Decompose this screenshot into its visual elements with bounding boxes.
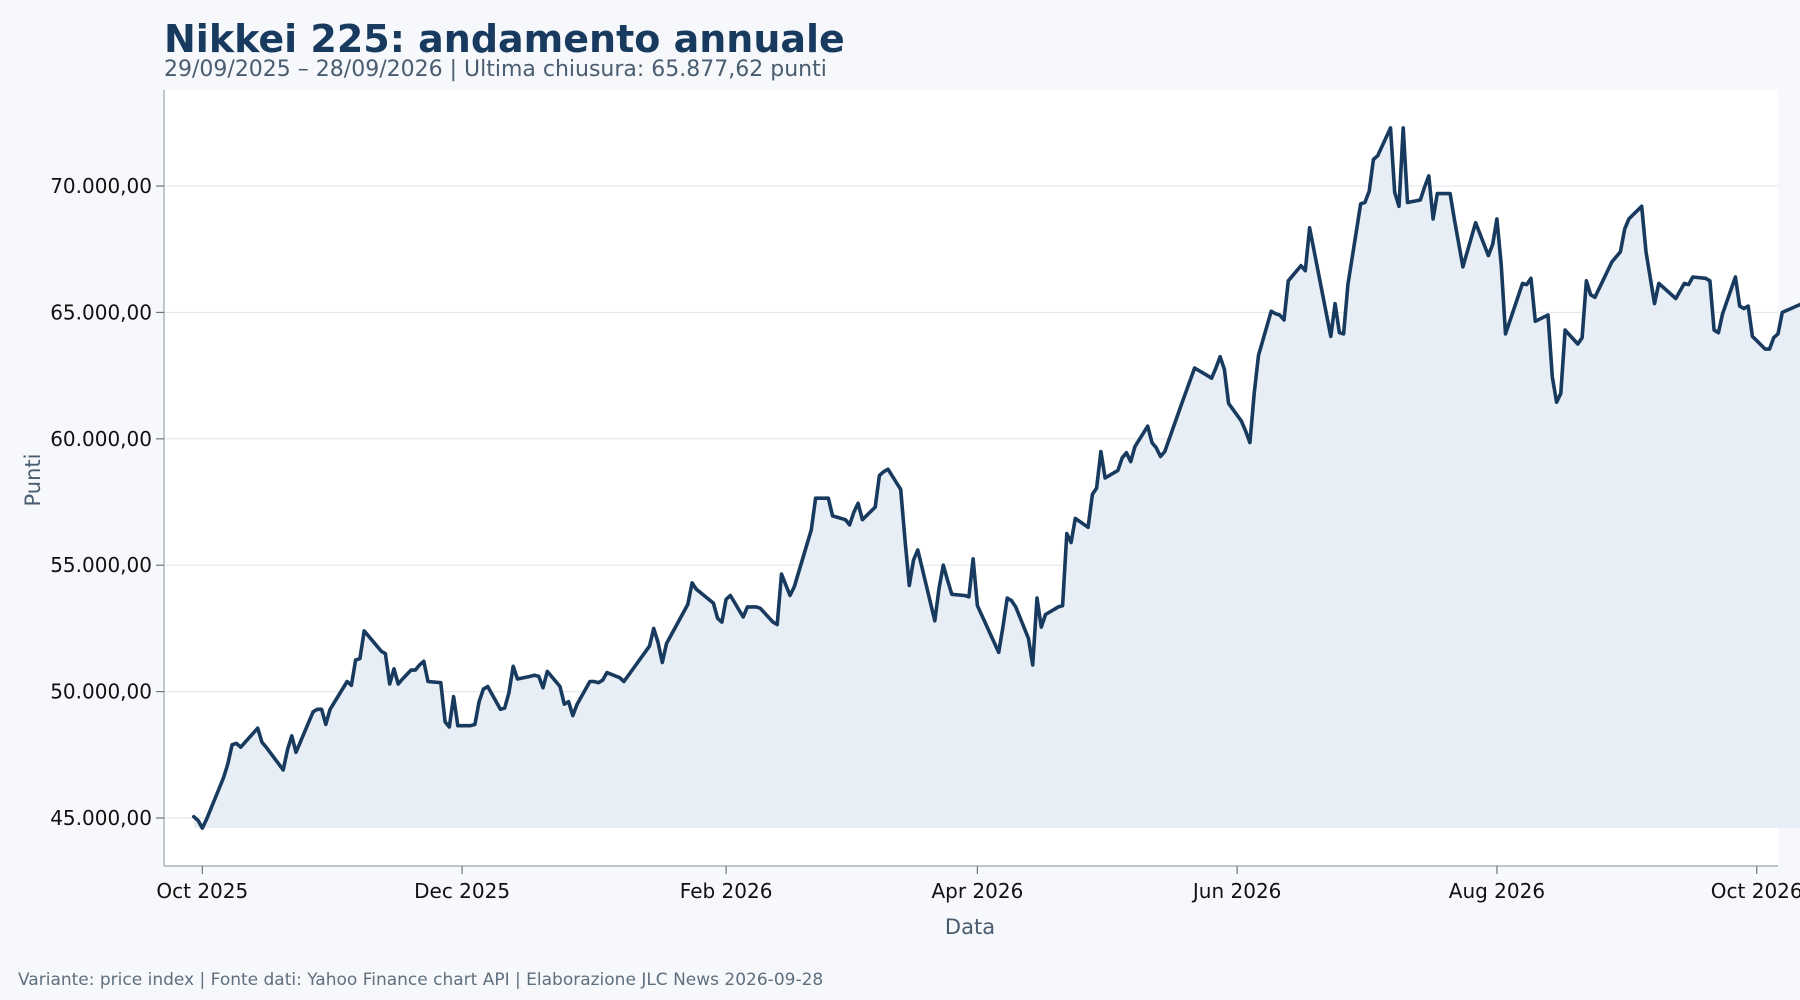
x-axis-ticks: Oct 2025 Dec 2025 Feb 2026 Apr 2026 Jun 2026… xyxy=(156,866,1800,903)
y-axis-ticks: 45.000,00 50.000,00 55.000,00 60.000,00 65.0… xyxy=(50,174,164,830)
y-tick-label-4: 65.000,00 xyxy=(50,300,152,324)
y-tick-label-0: 45.000,00 xyxy=(50,806,152,830)
x-tick-label-1: Dec 2025 xyxy=(414,879,510,903)
y-axis-label: Punti xyxy=(21,454,45,507)
y-tick-label-5: 70.000,00 xyxy=(50,174,152,198)
footer-source-note: Variante: price index | Fonte dati: Yaho… xyxy=(18,970,823,990)
x-tick-label-5: Aug 2026 xyxy=(1449,879,1545,903)
series-line xyxy=(192,126,1800,830)
x-tick-label-3: Apr 2026 xyxy=(931,879,1023,903)
chart-subtitle: 29/09/2025 – 28/09/2026 | Ultima chiusur… xyxy=(164,57,827,82)
series-area-fill xyxy=(193,127,1800,829)
y-tick-label-2: 55.000,00 xyxy=(50,553,152,577)
chart-title: Nikkei 225: andamento annuale xyxy=(164,17,845,61)
x-tick-label-4: Jun 2026 xyxy=(1191,879,1282,903)
x-tick-label-0: Oct 2025 xyxy=(156,879,248,903)
y-tick-label-1: 50.000,00 xyxy=(50,680,152,704)
x-axis-label: Data xyxy=(945,915,995,939)
x-tick-label-6: Oct 2026 xyxy=(1711,879,1800,903)
x-tick-label-2: Feb 2026 xyxy=(680,879,773,903)
y-tick-label-3: 60.000,00 xyxy=(50,427,152,451)
